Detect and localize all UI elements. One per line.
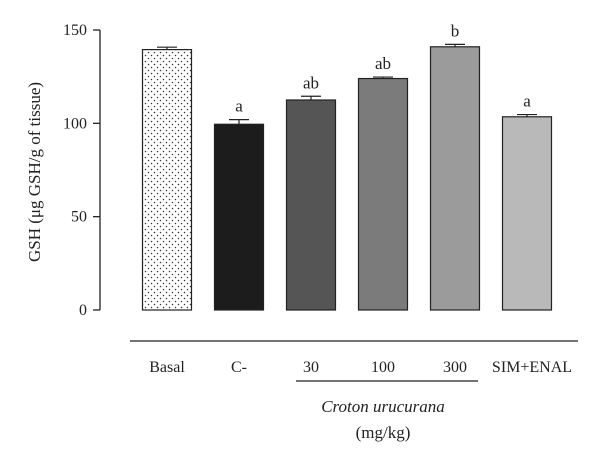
x-tick-label: Basal [149,359,185,376]
bar-basal [141,48,193,311]
significance-label: a [235,97,243,116]
significance-label: ab [303,73,319,92]
group-unit-label: (mg/kg) [356,423,411,442]
x-tick-label: C- [231,359,247,376]
y-tick-label: 50 [71,209,87,226]
x-tick-label: 30 [303,359,319,376]
bar-sim-enal [501,116,553,311]
significance-label: a [523,92,531,111]
bar-c- [213,123,265,311]
y-tick-label: 100 [63,115,87,132]
y-tick-label: 0 [79,302,87,319]
bars: a ab ab b a [141,21,553,311]
group-name-label: Croton urucurana [321,397,445,416]
significance-label: ab [375,54,391,73]
bar-30 [285,99,337,311]
y-tick-label: 150 [63,22,87,39]
significance-label: b [451,21,460,40]
x-tick-label: 100 [371,359,395,376]
bar-100 [357,77,409,311]
x-tick-label: SIM+ENAL [492,359,572,376]
y-ticks: 0 50 100 150 [63,22,100,319]
y-axis-title: GSH (μg GSH/g of tissue) [25,82,44,262]
x-tick-labels: Basal C- 30 100 300 SIM+ENAL [149,359,572,376]
x-tick-label: 300 [443,359,467,376]
bar-300 [429,46,481,311]
